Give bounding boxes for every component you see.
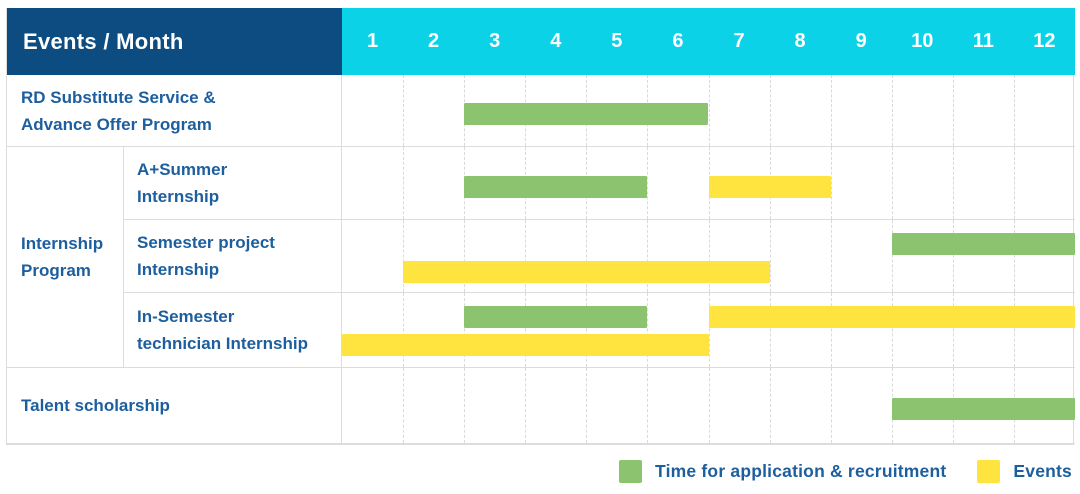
legend-label: Time for application & recruitment: [655, 461, 947, 481]
month-grid-line: [464, 293, 466, 367]
gantt-bar-green: [464, 103, 709, 125]
table-header-events-month: Events / Month: [7, 8, 342, 75]
month-grid-line: [525, 220, 527, 292]
month-grid-line: [464, 368, 466, 443]
month-header-cell: 11: [972, 30, 994, 52]
month-grid-line: [830, 368, 832, 443]
month-grid-line: [403, 220, 405, 292]
chart-row-semester-project: [342, 220, 1075, 293]
row-label-talent-scholarship: Talent scholarship: [7, 368, 342, 444]
legend-swatch-yellow: [977, 460, 1001, 483]
month-grid-line: [1013, 147, 1015, 219]
month-header-cell: 10: [911, 30, 934, 52]
legend: Time for application & recruitment Events: [619, 460, 1072, 483]
gantt-bar-green: [464, 176, 648, 198]
month-grid-line: [1013, 293, 1015, 367]
month-grid-line: [769, 368, 771, 443]
month-grid-line: [647, 147, 649, 219]
row-label-a-plus-summer: A+Summer Internship: [124, 147, 342, 220]
month-grid-line: [586, 368, 588, 443]
month-header-cell: 2: [428, 30, 440, 52]
month-grid-line: [1013, 220, 1015, 292]
month-grid-line: [708, 368, 710, 443]
month-header-cell: 8: [794, 30, 806, 52]
month-grid-line: [525, 293, 527, 367]
gantt-bar-yellow: [708, 306, 1075, 328]
month-header-cell: 7: [733, 30, 745, 52]
month-grid-line: [952, 147, 954, 219]
month-grid-line: [952, 75, 954, 146]
month-grid-line: [891, 220, 893, 292]
month-header-row: 1 2 3 4 5 6 7 8 9 10 11 12: [342, 8, 1075, 75]
month-grid-line: [769, 220, 771, 292]
month-grid-line: [952, 220, 954, 292]
month-grid-line: [830, 293, 832, 367]
group-label-internship-program: Internship Program: [7, 147, 124, 368]
month-grid-line: [403, 147, 405, 219]
gantt-bar-green: [891, 233, 1075, 255]
row-label-semester-project: Semester project Internship: [124, 220, 342, 293]
month-grid-line: [403, 368, 405, 443]
month-grid-line: [647, 368, 649, 443]
chart-row-a-plus-summer: [342, 147, 1075, 220]
month-grid-line: [647, 293, 649, 367]
month-header-cell: 3: [489, 30, 501, 52]
gantt-bar-green: [464, 306, 648, 328]
month-grid-line: [830, 75, 832, 146]
month-header-cell: 6: [672, 30, 684, 52]
gantt-bar-green: [891, 398, 1075, 420]
month-grid-line: [830, 220, 832, 292]
legend-swatch-green: [619, 460, 643, 483]
gantt-bar-yellow: [708, 176, 831, 198]
month-header-cell: 5: [611, 30, 623, 52]
month-grid-line: [1013, 75, 1015, 146]
chart-row-rd-substitute: [342, 75, 1075, 147]
month-grid-line: [952, 293, 954, 367]
month-header-cell: 1: [366, 30, 379, 52]
month-grid-line: [586, 293, 588, 367]
month-grid-line: [403, 293, 405, 367]
month-grid-line: [769, 75, 771, 146]
month-grid-line: [464, 220, 466, 292]
month-grid-line: [586, 220, 588, 292]
row-label-in-semester-technician: In-Semester technician Internship: [124, 293, 342, 368]
month-header-cell: 4: [550, 30, 562, 52]
month-grid-line: [891, 147, 893, 219]
events-month-table: Events / Month 1 2 3 4 5 6 7 8 9 10 11 12 Internshi…: [6, 8, 1075, 445]
month-grid-line: [525, 368, 527, 443]
month-grid-line: [403, 75, 405, 146]
gantt-bar-yellow: [403, 261, 770, 283]
month-grid-line: [647, 220, 649, 292]
legend-item-yellow: Events: [977, 460, 1072, 483]
chart-row-talent-scholarship: [342, 368, 1075, 444]
gantt-bar-yellow: [342, 334, 709, 356]
month-grid-line: [708, 293, 710, 367]
month-grid-line: [830, 147, 832, 219]
legend-label: Events: [1013, 461, 1072, 481]
month-grid-line: [891, 75, 893, 146]
month-header-cell: 12: [1033, 30, 1056, 52]
month-grid-line: [708, 75, 710, 146]
legend-item-green: Time for application & recruitment: [619, 460, 946, 483]
month-grid-line: [769, 293, 771, 367]
row-label-rd-substitute: RD Substitute Service & Advance Offer Pr…: [7, 75, 342, 147]
month-grid-line: [708, 220, 710, 292]
month-header-cell: 9: [855, 30, 867, 52]
chart-row-in-semester-technician: [342, 293, 1075, 368]
month-grid-line: [891, 293, 893, 367]
